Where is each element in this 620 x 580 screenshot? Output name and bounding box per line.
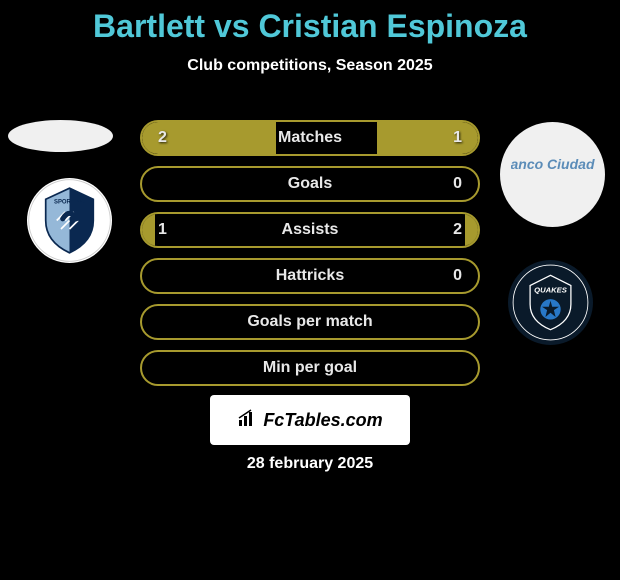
stat-value-right: 1 — [453, 129, 462, 147]
svg-text:SPORTING: SPORTING — [54, 200, 85, 206]
stat-label: Goals per match — [142, 313, 478, 331]
stat-value-right: 2 — [453, 221, 462, 239]
team-left-logo: SPORTING — [27, 178, 112, 263]
stat-value-right: 0 — [453, 175, 462, 193]
footer-date: 28 february 2025 — [0, 455, 620, 473]
player-left-photo — [8, 120, 113, 152]
chart-icon — [237, 408, 257, 433]
team-right-logo: QUAKES — [508, 260, 593, 345]
stat-value-right: 0 — [453, 267, 462, 285]
player-right-jersey-text: anco Ciudad — [510, 156, 594, 172]
stat-bar: Min per goal — [140, 350, 480, 386]
stat-label: Min per goal — [142, 359, 478, 377]
stat-bar: 2Matches1 — [140, 120, 480, 156]
stat-bar: Hattricks0 — [140, 258, 480, 294]
stat-bar: Goals per match — [140, 304, 480, 340]
page-title: Bartlett vs Cristian Espinoza — [0, 0, 620, 45]
stat-label: Matches — [142, 129, 478, 147]
footer-brand-text: FcTables.com — [263, 410, 382, 431]
player-right-photo: anco Ciudad — [500, 122, 605, 227]
stat-label: Hattricks — [142, 267, 478, 285]
stat-bar: 1Assists2 — [140, 212, 480, 248]
svg-text:QUAKES: QUAKES — [534, 285, 568, 294]
footer-brand-badge: FcTables.com — [210, 395, 410, 445]
page-subtitle: Club competitions, Season 2025 — [0, 57, 620, 75]
stat-bar: Goals0 — [140, 166, 480, 202]
stat-label: Goals — [142, 175, 478, 193]
stat-label: Assists — [142, 221, 478, 239]
stats-container: 2Matches1Goals01Assists2Hattricks0Goals … — [140, 120, 480, 396]
